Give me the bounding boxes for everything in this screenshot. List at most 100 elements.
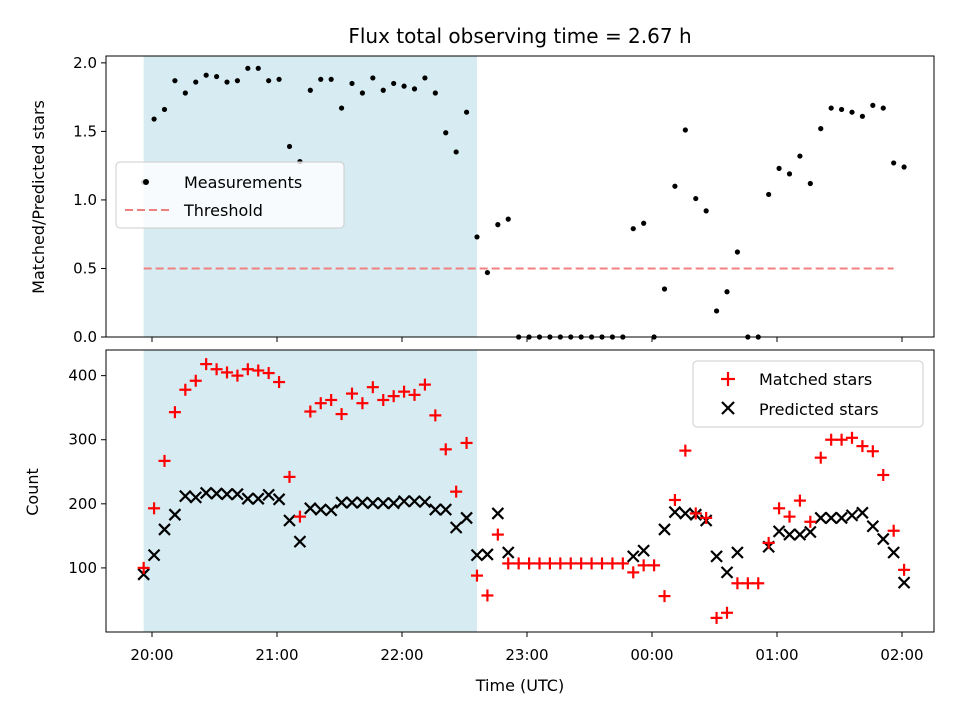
legend-threshold-label: Threshold	[183, 201, 263, 220]
measurement-point-4	[182, 90, 188, 96]
y-tick-label-1: 200	[68, 495, 97, 513]
predicted-point-12	[262, 488, 275, 502]
predicted-point-20	[345, 496, 359, 509]
matched-point-35	[502, 557, 515, 570]
matched-point-47	[627, 566, 640, 579]
predicted-point-6	[199, 486, 213, 500]
top-x-ticks	[151, 337, 903, 342]
matched-point-64	[804, 515, 817, 528]
matched-point-22	[366, 381, 379, 394]
measurement-point-6	[203, 72, 209, 78]
predicted-point-55	[856, 506, 869, 520]
matched-point-32	[471, 569, 483, 582]
predicted-point-15	[293, 535, 307, 548]
predicted-point-43	[710, 550, 723, 563]
matched-point-60	[762, 536, 775, 549]
predicted-point-52	[824, 511, 838, 525]
matched-point-54	[700, 511, 713, 524]
measurement-point-14	[286, 143, 293, 150]
measurement-point-2	[161, 106, 168, 113]
matched-point-48	[637, 559, 650, 572]
measurement-point-71	[880, 105, 886, 111]
measurement-point-60	[766, 191, 772, 198]
top-legend: Measurements Threshold	[115, 161, 345, 229]
measurement-point-28	[432, 90, 438, 96]
predicted-point-35	[501, 546, 515, 559]
predicted-point-22	[366, 496, 380, 510]
matched-point-62	[783, 510, 796, 523]
predicted-point-57	[876, 532, 890, 546]
measurement-point-35	[505, 216, 511, 222]
matched-point-27	[418, 378, 431, 391]
predicted-point-10	[241, 492, 255, 505]
predicted-point-8	[220, 487, 234, 501]
predicted-point-32	[470, 548, 484, 562]
measurement-point-21	[359, 90, 366, 96]
matched-point-4	[179, 383, 192, 396]
predicted-point-7	[210, 487, 223, 500]
predicted-point-56	[866, 519, 880, 533]
predicted-point-9	[231, 487, 244, 501]
measurement-point-33	[484, 269, 491, 276]
y-tick-label-1: 0.5	[73, 259, 97, 277]
measurement-point-30	[453, 149, 459, 155]
predicted-point-39	[668, 505, 682, 519]
matched-point-1	[148, 502, 161, 515]
legend-measurements-label: Measurements	[184, 173, 302, 192]
measurement-point-26	[411, 86, 418, 92]
matched-point-55	[710, 611, 723, 624]
measurement-point-5	[193, 79, 199, 85]
matched-point-67	[835, 433, 848, 446]
matched-point-16	[304, 405, 317, 418]
matched-point-46	[616, 557, 629, 570]
matched-point-21	[356, 397, 369, 410]
measurement-point-64	[807, 180, 813, 187]
measurements-series	[141, 65, 907, 340]
predicted-point-26	[408, 494, 421, 508]
measurement-point-65	[818, 126, 824, 132]
matched-point-56	[721, 606, 733, 619]
legend-matched-marker	[721, 372, 735, 386]
predicted-point-17	[314, 503, 328, 516]
matched-point-37	[523, 557, 536, 570]
bottom-legend: Matched stars Predicted stars	[692, 360, 924, 428]
measurement-point-51	[672, 183, 678, 189]
predicted-point-31	[460, 511, 473, 525]
predicted-point-38	[658, 523, 671, 536]
bottom-shaded-interval	[143, 350, 477, 632]
measurement-point-25	[401, 83, 407, 89]
predicted-point-33	[481, 548, 494, 561]
x-tick-label-2: 22:00	[380, 646, 423, 664]
measurement-point-20	[349, 80, 355, 87]
predicted-point-44	[720, 566, 734, 579]
y-tick-label-3: 400	[68, 367, 97, 385]
predicted-point-25	[397, 494, 411, 508]
predicted-point-14	[283, 514, 296, 527]
matched-point-41	[564, 557, 577, 570]
matched-point-11	[252, 364, 265, 377]
y-tick-label-2: 300	[68, 431, 97, 449]
measurement-point-7	[213, 73, 220, 80]
matched-point-61	[773, 502, 786, 515]
predicted-point-40	[679, 507, 692, 520]
measurement-point-56	[724, 289, 730, 295]
predicted-point-59	[897, 576, 911, 589]
top-axes-frame	[105, 55, 935, 338]
measurement-point-54	[703, 208, 709, 214]
matched-point-65	[814, 451, 827, 464]
measurement-point-9	[234, 78, 241, 84]
matched-point-38	[533, 557, 546, 570]
measurement-point-61	[776, 165, 782, 171]
predicted-point-1	[147, 548, 161, 562]
matched-point-63	[793, 494, 806, 507]
measurement-point-48	[641, 220, 647, 226]
predicted-stars-series	[137, 486, 911, 589]
matched-point-71	[877, 468, 890, 481]
measurement-point-32	[474, 234, 480, 240]
predicted-point-13	[272, 493, 286, 506]
predicted-point-24	[387, 496, 400, 510]
measurement-point-53	[693, 195, 699, 202]
matched-point-31	[460, 436, 473, 449]
predicted-point-21	[356, 496, 369, 509]
measurement-point-63	[797, 153, 803, 159]
